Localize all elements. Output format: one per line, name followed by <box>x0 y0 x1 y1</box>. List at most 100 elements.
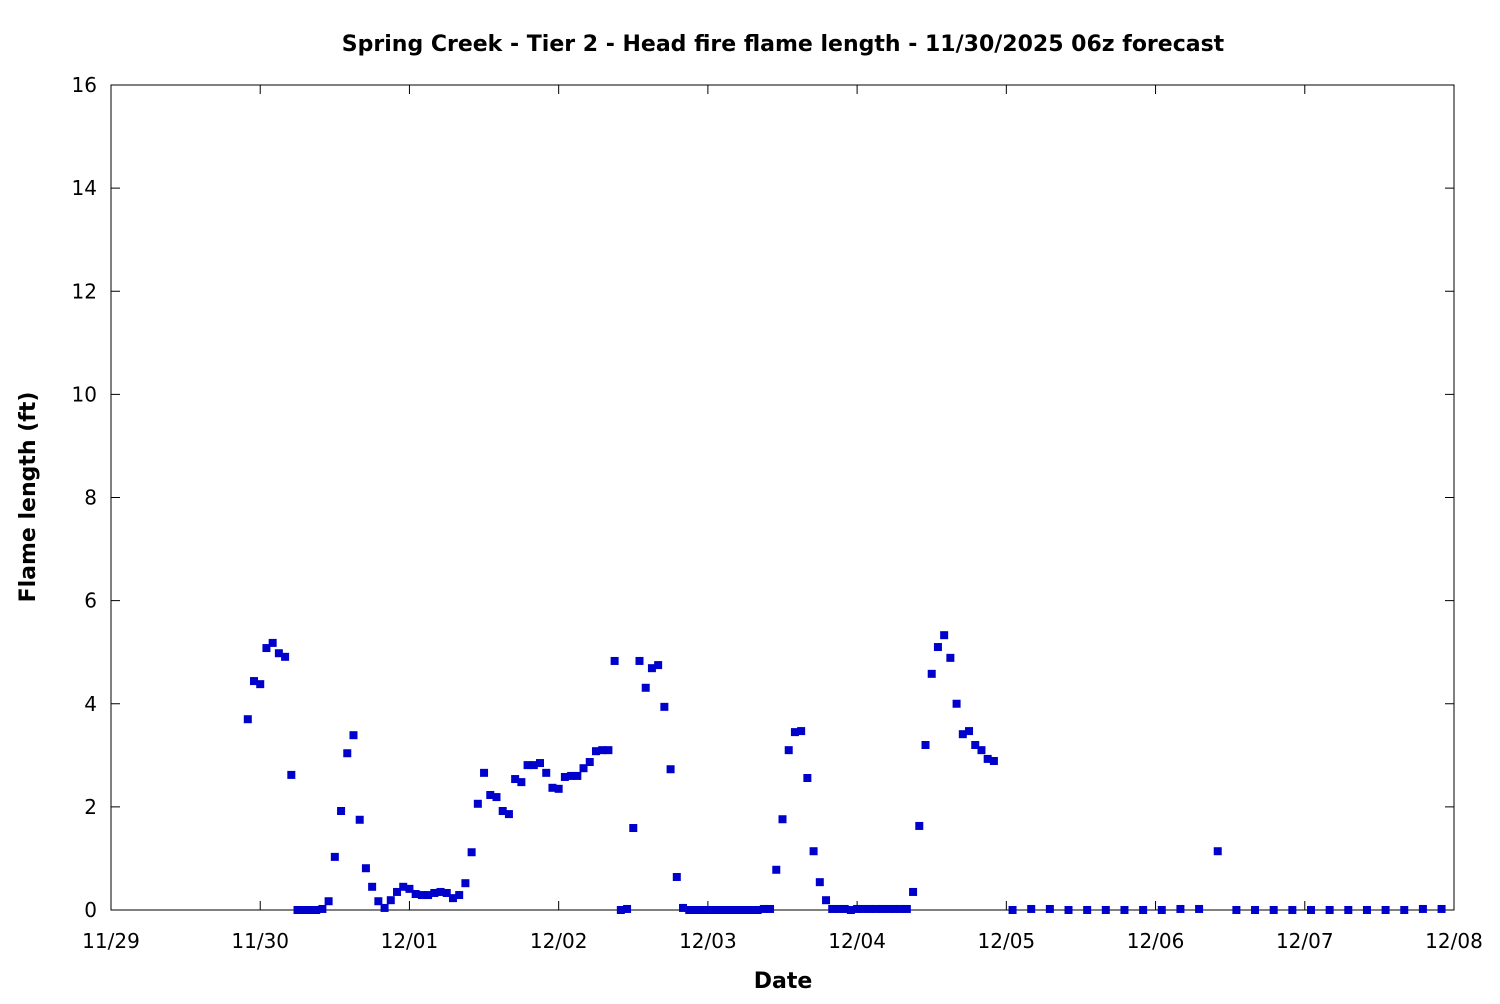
data-point <box>442 888 451 897</box>
data-points <box>243 631 1446 914</box>
data-point <box>243 715 252 724</box>
data-point <box>1344 906 1353 914</box>
data-point <box>536 759 545 768</box>
y-tick-label: 12 <box>72 279 97 303</box>
data-point <box>1325 906 1334 914</box>
data-point <box>672 873 681 881</box>
data-point <box>1101 906 1110 914</box>
data-point <box>902 904 911 913</box>
data-point <box>877 904 886 913</box>
x-tick-label: 12/04 <box>828 929 886 953</box>
data-point <box>548 783 557 792</box>
data-point <box>324 897 333 906</box>
data-point <box>865 904 874 913</box>
data-point <box>915 821 924 830</box>
data-point <box>654 661 663 670</box>
data-point <box>647 664 656 673</box>
data-point <box>293 906 302 914</box>
data-point <box>741 906 750 914</box>
data-point <box>604 746 613 755</box>
data-point <box>728 906 737 914</box>
data-point <box>299 906 308 914</box>
data-point <box>803 774 812 782</box>
data-point <box>1232 906 1241 914</box>
data-point <box>790 728 799 737</box>
data-point <box>797 727 806 736</box>
data-point <box>815 878 824 887</box>
data-point <box>1288 906 1297 914</box>
data-point <box>840 904 849 913</box>
data-point <box>909 887 918 896</box>
data-point <box>660 702 669 711</box>
data-point <box>542 768 551 777</box>
data-point <box>560 772 569 781</box>
y-tick-label: 4 <box>84 692 97 716</box>
data-point <box>305 906 314 914</box>
data-point <box>971 741 980 749</box>
data-point <box>896 904 905 913</box>
data-point <box>846 906 855 914</box>
data-point <box>666 765 675 774</box>
data-point <box>703 906 712 914</box>
data-point <box>386 896 395 905</box>
data-point <box>411 890 420 899</box>
data-point <box>312 906 321 914</box>
y-axis: 0 2 4 6 8 10 12 14 16 <box>72 73 1454 922</box>
data-point <box>1157 906 1166 914</box>
data-point <box>965 727 974 736</box>
data-point <box>330 852 339 861</box>
data-point <box>1381 906 1390 914</box>
data-point <box>343 749 352 758</box>
data-point <box>529 761 538 770</box>
data-point <box>473 799 482 808</box>
data-point <box>573 771 582 780</box>
data-point <box>747 906 756 914</box>
plot-frame <box>110 84 1455 911</box>
x-tick-label: 12/08 <box>1425 929 1483 953</box>
data-point <box>250 677 259 686</box>
data-point <box>1251 906 1260 914</box>
data-point <box>1195 904 1204 913</box>
data-point <box>256 680 265 689</box>
data-point <box>1027 904 1036 913</box>
data-point <box>274 649 283 658</box>
data-point <box>461 879 470 888</box>
data-point <box>281 652 290 661</box>
data-point <box>822 896 831 905</box>
data-point <box>523 761 532 770</box>
data-point <box>1176 904 1185 913</box>
data-point <box>710 906 719 914</box>
x-tick-label: 12/06 <box>1127 929 1185 953</box>
data-point <box>1008 906 1017 914</box>
data-point <box>834 904 843 913</box>
data-point <box>467 848 476 857</box>
data-point <box>380 903 389 912</box>
data-point <box>405 884 414 893</box>
data-point <box>679 903 688 912</box>
x-tick-label: 12/02 <box>530 929 588 953</box>
data-point <box>287 770 296 779</box>
data-point <box>517 778 526 787</box>
data-point <box>635 656 644 665</box>
x-tick-label: 11/30 <box>231 929 289 953</box>
x-tick-label: 12/07 <box>1276 929 1334 953</box>
data-point <box>753 906 762 914</box>
data-point <box>436 887 445 896</box>
data-point <box>734 906 743 914</box>
data-point <box>759 904 768 913</box>
data-point <box>859 904 868 913</box>
data-point <box>784 746 793 755</box>
data-point <box>610 656 619 665</box>
data-point <box>722 906 731 914</box>
data-point <box>585 758 594 767</box>
data-point <box>697 906 706 914</box>
data-point <box>268 638 277 647</box>
data-point <box>921 741 930 749</box>
data-point <box>591 747 600 756</box>
x-tick-label: 12/03 <box>679 929 737 953</box>
data-point <box>685 906 694 914</box>
x-tick-label: 12/05 <box>978 929 1036 953</box>
y-tick-label: 16 <box>72 73 97 97</box>
data-point <box>504 810 513 819</box>
data-point <box>983 754 992 763</box>
